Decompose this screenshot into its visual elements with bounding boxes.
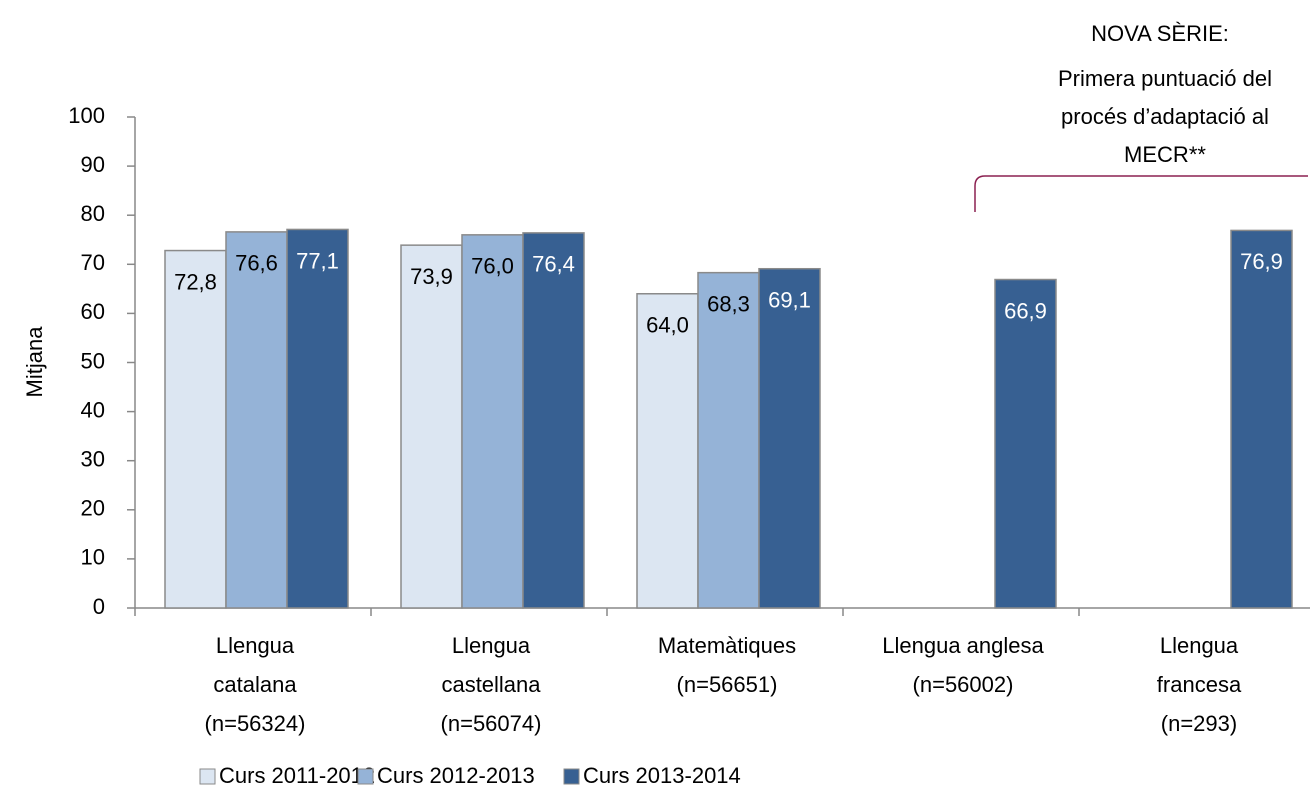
bar bbox=[164, 249, 227, 609]
legend-label: Curs 2011-2012 bbox=[219, 763, 375, 788]
legend-swatch bbox=[563, 768, 580, 785]
data-label: 76,4 bbox=[532, 252, 575, 277]
legend-swatch bbox=[199, 768, 216, 785]
y-tick-label: 70 bbox=[81, 250, 105, 275]
y-tick-label: 80 bbox=[81, 201, 105, 226]
bar bbox=[522, 232, 585, 609]
legend-swatch bbox=[357, 768, 374, 785]
data-label: 66,9 bbox=[1004, 298, 1047, 323]
x-tick-label: (n=56002) bbox=[913, 672, 1014, 697]
x-tick-label: Matemàtiques bbox=[658, 633, 796, 658]
x-tick-label: Llengua bbox=[1160, 633, 1239, 658]
data-label: 76,6 bbox=[235, 251, 278, 276]
y-tick-label: 40 bbox=[81, 397, 105, 422]
legend-label: Curs 2013-2014 bbox=[583, 763, 741, 788]
x-tick-label: Llengua bbox=[216, 633, 295, 658]
x-tick-label: catalana bbox=[213, 672, 297, 697]
annotation: MECR** bbox=[1124, 142, 1206, 167]
bar bbox=[636, 293, 699, 609]
x-tick-label: Llengua bbox=[452, 633, 531, 658]
y-tick-label: 60 bbox=[81, 299, 105, 324]
annotation: procés d’adaptació al bbox=[1061, 104, 1269, 129]
data-label: 76,0 bbox=[471, 254, 514, 279]
y-tick-label: 90 bbox=[81, 152, 105, 177]
bar bbox=[994, 278, 1057, 609]
data-label: 64,0 bbox=[646, 313, 689, 338]
x-tick-label: (n=56074) bbox=[441, 711, 542, 736]
bar bbox=[286, 228, 349, 609]
data-label: 68,3 bbox=[707, 291, 750, 316]
x-tick-label: francesa bbox=[1157, 672, 1242, 697]
x-tick-label: (n=293) bbox=[1161, 711, 1237, 736]
bar bbox=[400, 244, 463, 609]
data-label: 69,1 bbox=[768, 288, 811, 313]
legend-label: Curs 2012-2013 bbox=[377, 763, 535, 788]
y-tick-label: 50 bbox=[81, 348, 105, 373]
annotation: Primera puntuació del bbox=[1058, 66, 1272, 91]
y-tick-label: 100 bbox=[68, 103, 105, 128]
bar bbox=[225, 231, 288, 609]
y-tick-label: 30 bbox=[81, 447, 105, 472]
y-tick-label: 20 bbox=[81, 496, 105, 521]
bracket bbox=[974, 175, 1308, 212]
data-label: 77,1 bbox=[296, 248, 339, 273]
annotation: NOVA SÈRIE: bbox=[1091, 21, 1229, 46]
data-label: 72,8 bbox=[174, 269, 217, 294]
y-tick-label: 10 bbox=[81, 545, 105, 570]
y-axis-label: Mitjana bbox=[22, 326, 47, 398]
bar bbox=[758, 267, 821, 609]
x-tick-label: (n=56651) bbox=[677, 672, 778, 697]
x-tick-label: castellana bbox=[441, 672, 541, 697]
x-tick-label: (n=56324) bbox=[205, 711, 306, 736]
bar bbox=[1230, 229, 1293, 609]
bar bbox=[461, 234, 524, 609]
bar bbox=[697, 271, 760, 609]
data-label: 76,9 bbox=[1240, 249, 1283, 274]
x-tick-label: Llengua anglesa bbox=[882, 633, 1044, 658]
data-label: 73,9 bbox=[410, 264, 453, 289]
y-tick-label: 0 bbox=[93, 594, 105, 619]
